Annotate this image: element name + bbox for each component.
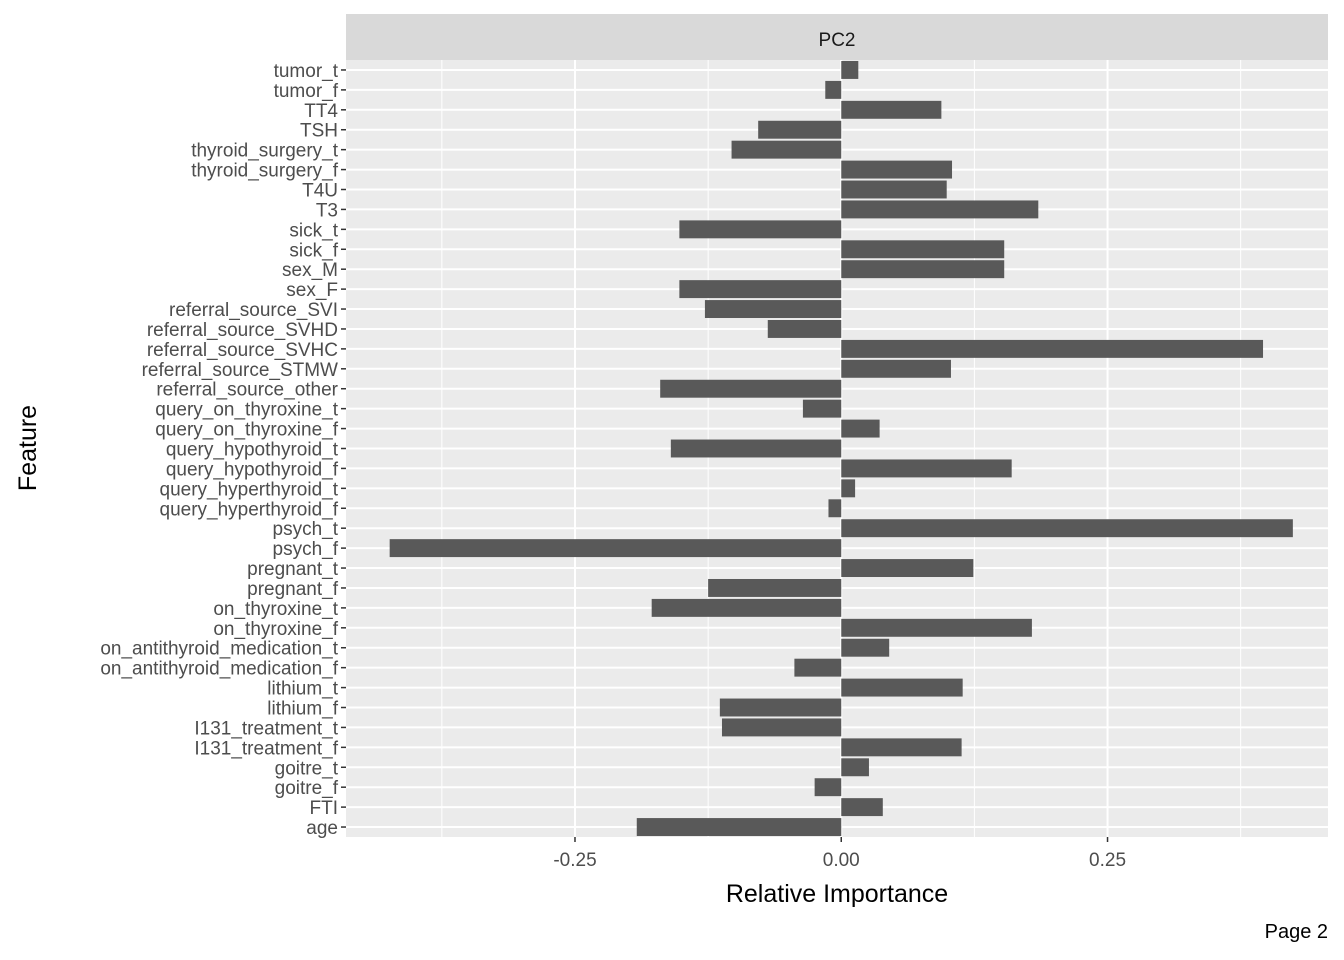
facet-label: PC2 (819, 30, 856, 51)
y-tick-label: TT4 (304, 101, 338, 122)
bar (841, 419, 880, 438)
y-tick-label: I131_treatment_t (194, 718, 338, 739)
y-tick-label: sick_f (289, 240, 338, 261)
bar (841, 519, 1293, 538)
bar (708, 578, 842, 597)
y-tick-label: referral_source_SVHC (147, 340, 338, 361)
bar (814, 778, 842, 797)
y-tick-label: T4U (302, 181, 338, 202)
y-tick-label: query_hyperthyroid_f (160, 499, 339, 520)
y-tick-label: referral_source_other (156, 380, 338, 401)
bar (841, 100, 942, 119)
x-axis: -0.25 0.00 0.25 (553, 837, 1126, 871)
x-tick-label: -0.25 (553, 850, 596, 871)
y-tick-label: I131_treatment_f (194, 738, 338, 759)
x-tick-label: 0.00 (823, 850, 860, 871)
bar (389, 539, 842, 558)
bar (719, 698, 842, 717)
y-tick-label: query_hypothyroid_t (166, 440, 339, 461)
y-axis-title: Feature (14, 405, 42, 491)
y-tick-label: referral_source_SVHD (147, 320, 338, 341)
bar (636, 818, 842, 837)
bar (841, 240, 1005, 259)
y-tick-label: sex_F (286, 280, 338, 301)
y-tick-label: referral_source_SVI (169, 300, 338, 321)
bar (670, 439, 842, 458)
bar (704, 300, 842, 319)
y-tick-label: on_antithyroid_medication_t (100, 639, 338, 660)
bar (841, 180, 947, 199)
bar (841, 160, 953, 179)
bar (841, 618, 1032, 637)
y-tick-label: tumor_f (274, 81, 339, 102)
y-tick-label: sick_t (289, 220, 338, 241)
bar (758, 120, 842, 139)
y-tick-label: query_hypothyroid_f (166, 459, 339, 480)
y-tick-label: age (306, 818, 338, 839)
bar (825, 80, 842, 99)
y-tick-label: query_on_thyroxine_f (155, 420, 338, 441)
bar (841, 678, 963, 697)
bars (389, 60, 1293, 837)
x-tick-label: 0.25 (1089, 850, 1126, 871)
bar (767, 319, 842, 338)
bar (841, 638, 890, 657)
y-tick-label: sex_M (282, 260, 338, 281)
bar (841, 479, 856, 498)
bar (841, 758, 869, 777)
bar (841, 359, 951, 378)
bar (841, 559, 974, 578)
y-tick-label: psych_t (273, 519, 339, 540)
y-tick-label: thyroid_surgery_f (191, 161, 339, 182)
bar (794, 658, 842, 677)
strip-background (346, 14, 1328, 60)
y-tick-label: thyroid_surgery_t (191, 141, 339, 162)
y-tick-label: T3 (316, 200, 338, 221)
y-tick-label: FTI (310, 798, 339, 819)
y-tick-label: on_thyroxine_f (213, 619, 338, 640)
x-axis-title: Relative Importance (726, 880, 948, 908)
y-tick-label: TSH (300, 121, 338, 142)
y-tick-label: lithium_f (267, 699, 338, 720)
y-tick-label: goitre_t (275, 758, 339, 779)
bar (679, 220, 842, 239)
y-tick-label: psych_f (273, 539, 339, 560)
bar (679, 280, 842, 299)
y-axis: tumor_ttumor_fTT4TSHthyroid_surgery_tthy… (100, 61, 346, 839)
bar (651, 598, 842, 617)
y-tick-label: referral_source_STMW (142, 360, 338, 381)
bar (841, 60, 859, 79)
bar (802, 399, 842, 418)
y-tick-label: lithium_t (267, 679, 338, 700)
bar (841, 798, 883, 817)
y-tick-label: pregnant_t (247, 559, 339, 580)
y-tick-label: query_hyperthyroid_t (160, 479, 339, 500)
bar (841, 260, 1005, 279)
page-number: Page 2 (1264, 921, 1328, 943)
bar (660, 379, 842, 398)
y-tick-label: pregnant_f (247, 579, 339, 600)
y-tick-label: on_thyroxine_t (213, 599, 338, 620)
y-tick-label: tumor_t (274, 61, 339, 82)
bar (841, 200, 1039, 219)
y-tick-label: goitre_f (275, 778, 339, 799)
bar (841, 459, 1012, 478)
bar (721, 718, 842, 737)
bar (828, 499, 842, 518)
bar (841, 339, 1264, 358)
y-tick-label: on_antithyroid_medication_f (100, 659, 338, 680)
bar (841, 738, 962, 757)
bar (731, 140, 842, 159)
y-tick-label: query_on_thyroxine_t (155, 400, 338, 421)
